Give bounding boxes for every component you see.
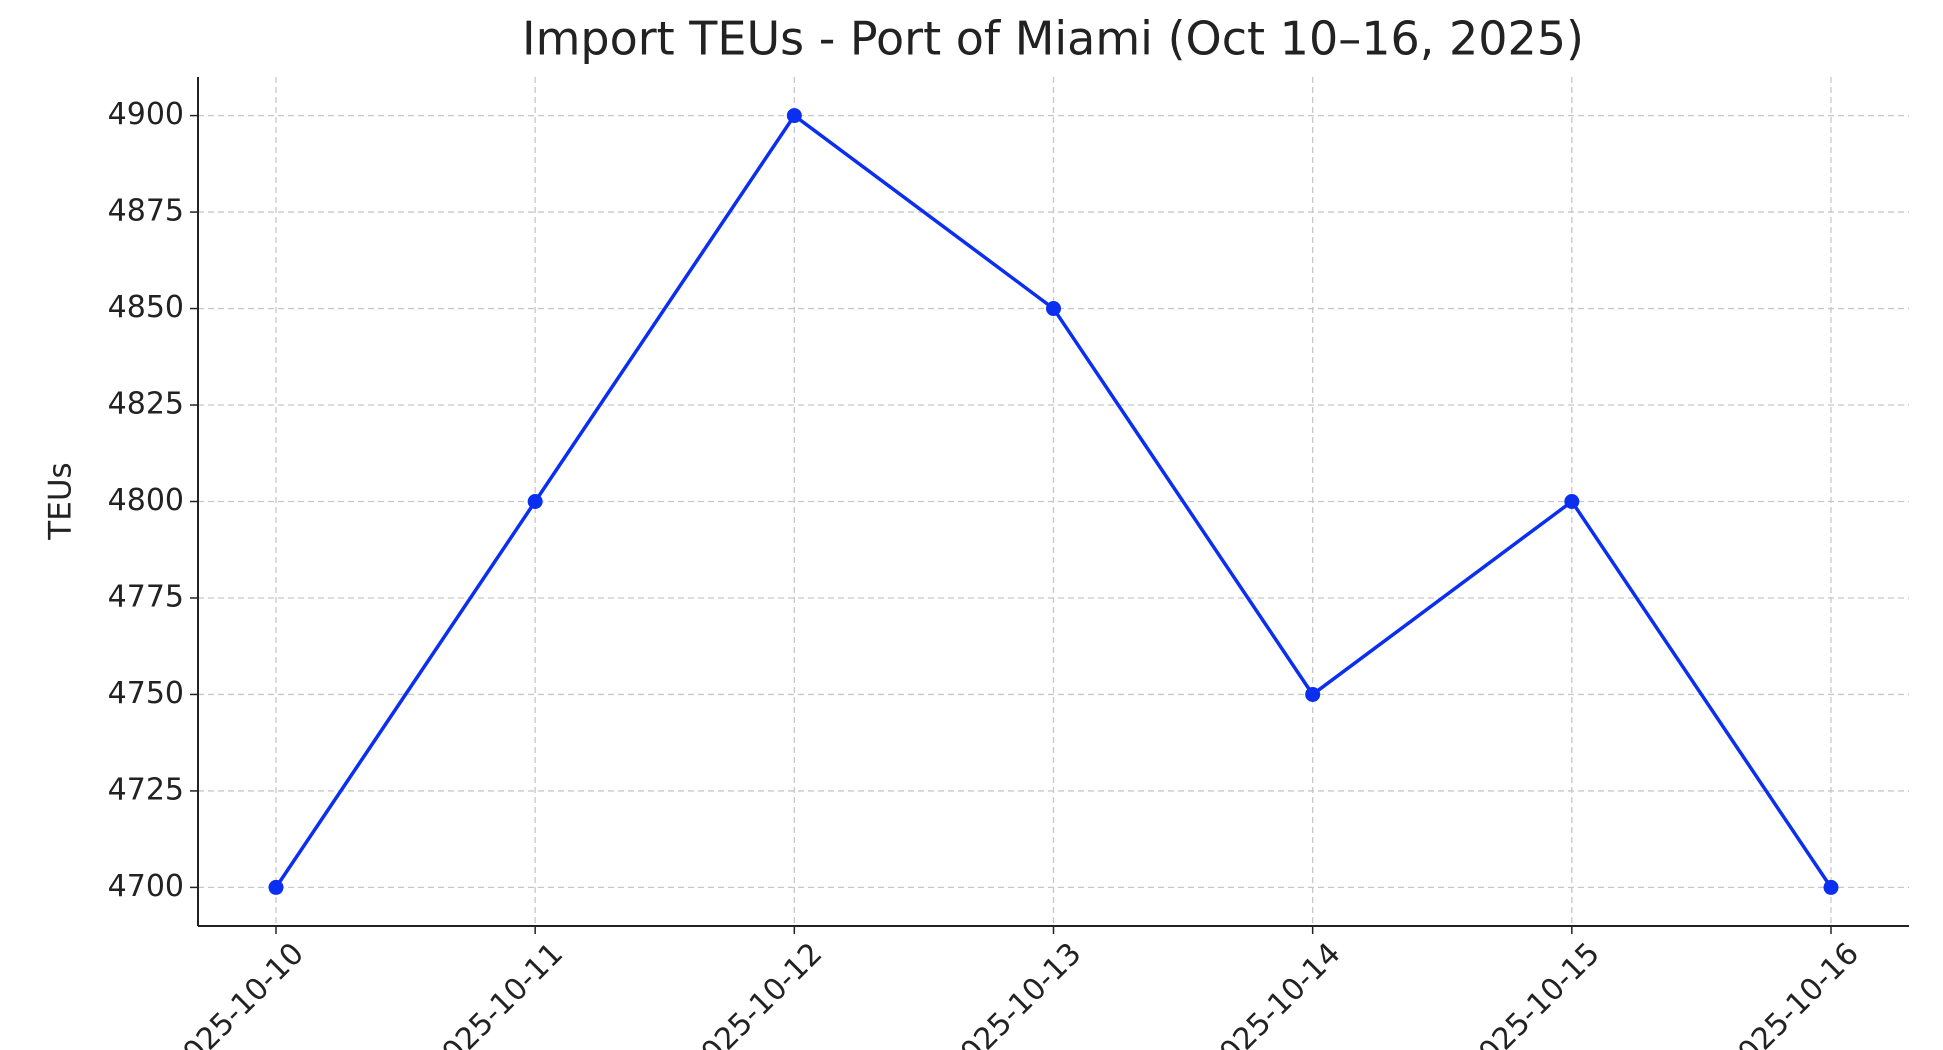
y-tick-label: 4750 [108, 676, 184, 711]
y-axis-label: TEUs [43, 462, 79, 540]
y-tick-label: 4725 [108, 772, 184, 807]
y-tick-label: 4900 [108, 97, 184, 132]
y-tick-label: 4875 [108, 194, 184, 229]
point [527, 494, 543, 509]
x-tick-label: 2025-10-14 [1200, 936, 1348, 1050]
chart-title: Import TEUs - Port of Miami (Oct 10–16, … [522, 12, 1584, 66]
x-tick-label: 2025-10-12 [681, 936, 829, 1050]
point [268, 879, 284, 895]
point [1564, 494, 1580, 509]
point [1823, 879, 1839, 895]
x-tick-label: 2025-10-16 [1718, 936, 1866, 1050]
x-tick-label: 2025-10-13 [940, 936, 1088, 1050]
point [786, 108, 802, 124]
x-tick-label: 2025-10-15 [1459, 936, 1607, 1050]
x-tick-label: 2025-10-10 [163, 936, 311, 1050]
y-tick-label: 4825 [108, 387, 184, 422]
y-tick-label: 4700 [108, 869, 184, 904]
point [1046, 301, 1061, 317]
point [1305, 686, 1321, 702]
y-tick-label: 4775 [108, 579, 184, 614]
y-tick-label: 4800 [108, 483, 184, 518]
y-tick-label: 4850 [108, 290, 184, 325]
x-tick-label: 2025-10-11 [422, 936, 570, 1050]
